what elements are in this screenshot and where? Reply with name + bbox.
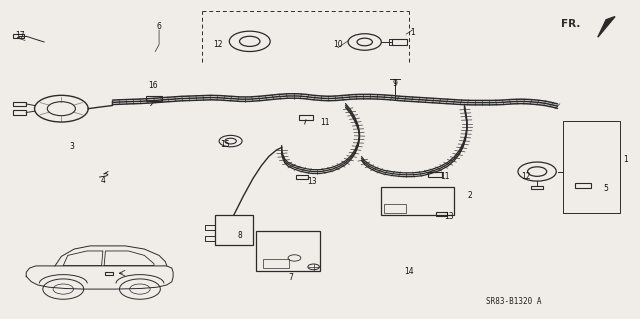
Bar xyxy=(299,115,313,120)
Bar xyxy=(262,259,289,268)
Text: 7: 7 xyxy=(289,272,294,281)
Text: 9: 9 xyxy=(393,79,398,88)
Bar xyxy=(436,212,447,216)
Text: 13: 13 xyxy=(444,212,454,221)
Text: 1: 1 xyxy=(623,155,628,164)
Text: 17: 17 xyxy=(15,31,25,40)
Polygon shape xyxy=(598,17,615,37)
Text: 11: 11 xyxy=(321,117,330,127)
Text: SR83-B1320 A: SR83-B1320 A xyxy=(486,297,541,306)
Text: 6: 6 xyxy=(157,22,161,31)
Text: 1: 1 xyxy=(410,28,415,37)
Text: 14: 14 xyxy=(404,267,414,276)
Bar xyxy=(575,183,591,189)
Bar xyxy=(296,175,308,179)
Bar xyxy=(13,34,24,38)
Text: 12: 12 xyxy=(213,40,223,49)
Text: 16: 16 xyxy=(148,81,157,90)
Text: 11: 11 xyxy=(440,172,449,181)
Bar xyxy=(531,186,543,189)
Bar xyxy=(13,102,26,106)
Text: 15: 15 xyxy=(221,140,230,149)
Text: 13: 13 xyxy=(308,177,317,186)
Bar xyxy=(106,272,113,275)
Bar xyxy=(381,187,454,215)
Text: 4: 4 xyxy=(100,176,106,185)
Bar xyxy=(214,215,253,245)
Text: 10: 10 xyxy=(333,40,342,49)
Bar xyxy=(146,96,162,101)
Bar xyxy=(13,110,26,115)
Text: 3: 3 xyxy=(70,142,75,151)
Text: 2: 2 xyxy=(468,190,472,200)
Bar xyxy=(392,39,408,45)
Bar xyxy=(384,204,406,213)
Text: 5: 5 xyxy=(604,184,609,193)
Bar xyxy=(428,172,442,177)
Bar xyxy=(256,231,320,271)
Text: 12: 12 xyxy=(521,172,531,181)
Text: 8: 8 xyxy=(238,231,243,240)
Text: FR.: FR. xyxy=(561,19,580,29)
